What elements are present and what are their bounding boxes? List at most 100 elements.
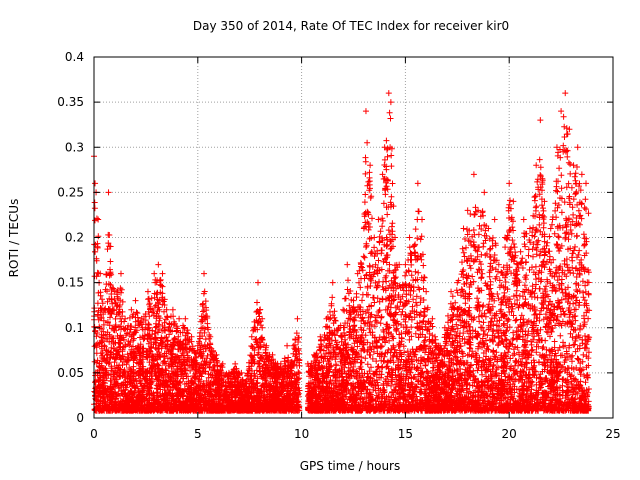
roti-point — [460, 225, 467, 232]
x-tick-label: 5 — [194, 427, 202, 441]
y-tick-label: 0.4 — [65, 50, 84, 64]
roti-point — [95, 216, 102, 223]
roti-point — [151, 270, 158, 277]
x-axis-label: GPS time / hours — [300, 459, 401, 473]
roti-point — [514, 261, 521, 268]
y-tick-label: 0.1 — [65, 321, 84, 335]
roti-point — [578, 171, 585, 178]
roti-point — [470, 171, 477, 178]
roti-point — [354, 270, 361, 277]
roti-point — [259, 315, 266, 322]
roti-point — [219, 360, 226, 367]
y-tick-label: 0 — [76, 411, 84, 425]
roti-point — [317, 333, 324, 340]
roti-point — [485, 225, 492, 232]
roti-point — [506, 180, 513, 187]
roti-point — [367, 162, 374, 169]
x-tick-label: 10 — [294, 427, 309, 441]
roti-point — [566, 126, 573, 133]
roti-point — [441, 324, 448, 331]
roti-point — [340, 306, 347, 313]
roti-point — [284, 342, 291, 349]
roti-point — [117, 270, 124, 277]
roti-point — [558, 108, 565, 115]
roti-point — [402, 261, 409, 268]
roti-point — [105, 189, 112, 196]
y-tick-label: 0.2 — [65, 231, 84, 245]
roti-point — [379, 171, 386, 178]
roti-point — [323, 315, 330, 322]
roti-point — [155, 261, 162, 268]
chart-title: Day 350 of 2014, Rate Of TEC Index for r… — [193, 19, 509, 33]
roti-point — [360, 225, 367, 232]
roti-point — [491, 216, 498, 223]
roti-point — [423, 288, 430, 295]
y-tick-label: 0.35 — [57, 95, 84, 109]
data-points — [91, 109, 593, 414]
roti-point — [385, 90, 392, 97]
roti-point — [541, 198, 548, 205]
roti-point — [263, 342, 270, 349]
roti-point — [232, 360, 239, 367]
roti-point — [448, 288, 455, 295]
roti-point — [537, 117, 544, 124]
roti-point — [169, 306, 176, 313]
roti-point — [144, 288, 151, 295]
x-tick-label: 25 — [605, 427, 620, 441]
roti-point — [132, 297, 139, 304]
roti-point — [375, 216, 382, 223]
roti-point — [122, 315, 129, 322]
roti-point — [547, 225, 554, 232]
roti-point — [248, 333, 255, 340]
roti-point — [176, 315, 183, 322]
roti-point — [520, 216, 527, 223]
y-tick-label: 0.15 — [57, 276, 84, 290]
roti-point — [502, 234, 509, 241]
y-tick-label: 0.05 — [57, 366, 84, 380]
roti-point — [371, 234, 378, 241]
roti-point — [255, 279, 262, 286]
roti-point-cloud — [91, 109, 593, 414]
roti-point — [213, 351, 220, 358]
roti-point — [242, 378, 249, 385]
roti-point — [107, 243, 114, 250]
roti-point — [435, 342, 442, 349]
roti-point — [464, 207, 471, 214]
tick-labels: 0 5 10 15 20 25 0 0.05 0.1 0.15 0.2 0.25 0.3 0.35 0.4 — [57, 50, 620, 441]
roti-point — [294, 315, 301, 322]
roti-point — [533, 162, 540, 169]
roti-point — [562, 90, 569, 97]
roti-point — [101, 306, 108, 313]
roti-point — [238, 369, 245, 376]
roti-point — [194, 342, 201, 349]
roti-point — [290, 342, 297, 349]
roti-point — [344, 261, 351, 268]
roti-point — [481, 189, 488, 196]
roti-point — [277, 360, 284, 367]
roti-point — [553, 144, 560, 151]
roti-point — [454, 279, 461, 286]
roti-point — [159, 270, 166, 277]
x-tick-label: 0 — [90, 427, 98, 441]
roti-point — [583, 180, 590, 187]
roti-point — [304, 360, 311, 367]
y-tick-label: 0.3 — [65, 140, 84, 154]
roti-point — [526, 225, 533, 232]
roti-point — [381, 144, 388, 151]
roti-point — [362, 108, 369, 115]
roti-point — [429, 315, 436, 322]
y-axis-label: ROTI / TECUs — [7, 199, 21, 278]
roti-point — [329, 279, 336, 286]
x-tick-label: 20 — [502, 427, 517, 441]
roti-point — [414, 180, 421, 187]
y-tick-label: 0.25 — [57, 185, 84, 199]
roti-point — [97, 270, 104, 277]
roti-point — [225, 369, 232, 376]
roti-point — [475, 207, 482, 214]
roti-point — [387, 99, 394, 106]
roti-point — [396, 261, 403, 268]
roti-point — [510, 198, 517, 205]
roti-point — [182, 315, 189, 322]
x-tick-label: 15 — [398, 427, 413, 441]
